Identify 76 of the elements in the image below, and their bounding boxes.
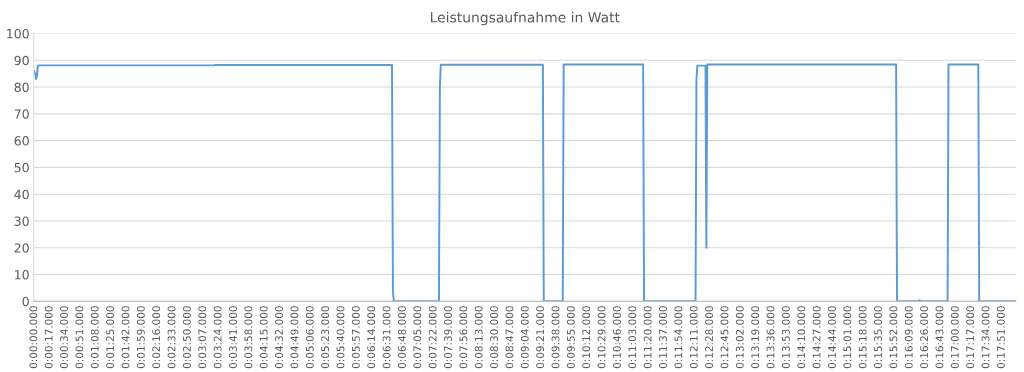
x-tick-label: 0:02:33.000 (167, 306, 176, 369)
y-tick-label: 70 (14, 109, 29, 119)
x-tick-label: 0:02:16.000 (152, 306, 161, 369)
x-tick-label: 0:14:10.000 (797, 306, 806, 369)
x-tick-label: 0:16:26.000 (920, 306, 929, 369)
x-tick-label: 0:02:50.000 (182, 306, 191, 369)
x-tick-label: 0:15:35.000 (874, 306, 882, 369)
x-tick-label: 0:09:04.000 (520, 306, 529, 369)
x-tick-label: 0:06:31.000 (382, 306, 391, 369)
y-tick-label: 60 (14, 136, 29, 146)
x-tick-label: 0:05:40.000 (336, 306, 345, 369)
x-tick-label: 0:13:36.000 (766, 306, 775, 369)
x-tick-label: 0:07:56.000 (459, 306, 468, 369)
x-tick-label: 0:00:51.000 (75, 306, 84, 369)
x-tick-label: 0:09:21.000 (536, 306, 545, 369)
x-tick-label: 0:01:08.000 (90, 306, 99, 369)
x-tick-label: 0:14:44.000 (828, 306, 836, 369)
y-tick-label: 30 (14, 216, 29, 226)
y-tick-label: 100 (7, 28, 29, 39)
x-tick-label: 0:10:46.000 (613, 306, 621, 369)
x-tick-label: 0:17:00.000 (950, 306, 959, 369)
x-tick-label: 0:05:06.000 (305, 306, 314, 369)
x-tick-label: 0:16:09.000 (904, 306, 913, 369)
x-tick-label: 0:05:57.000 (351, 306, 360, 369)
x-tick-label: 0:15:01.000 (843, 306, 852, 369)
x-tick-label: 0:11:54.000 (674, 306, 683, 369)
x-tick-label: 0:07:05.000 (413, 306, 422, 369)
x-tick-label: 0:15:18.000 (858, 306, 867, 369)
y-tick-label: 0 (22, 296, 29, 307)
y-tick-label: 10 (15, 270, 29, 280)
x-tick-label: 0:15:52.000 (889, 306, 898, 369)
y-tick-label: 20 (14, 243, 29, 253)
x-tick-label: 0:17:34.000 (981, 306, 990, 369)
x-tick-label: 0:13:53.000 (781, 306, 790, 369)
x-tick-label: 0:13:02.000 (735, 306, 744, 369)
x-tick-label: 0:08:13.000 (474, 306, 483, 369)
x-tick-label: 0:03:07.000 (198, 306, 207, 369)
x-tick-label: 0:08:47.000 (505, 306, 514, 369)
x-tick-label: 0:04:49.000 (290, 306, 299, 369)
x-tick-label: 0:16:43.000 (935, 306, 944, 369)
x-tick-label: 0:07:39.000 (444, 306, 452, 369)
x-tick-label: 0:10:12.000 (582, 306, 591, 369)
x-tick-label: 0:06:48.000 (397, 306, 406, 369)
x-tick-label: 0:11:37.000 (659, 306, 667, 369)
x-tick-label: 0:05:23.000 (321, 306, 330, 369)
x-tick-label: 0:11:03.000 (628, 306, 637, 369)
chart-title: Leistungsaufnahme in Watt (430, 11, 620, 26)
x-tick-label: 0:11:20.000 (643, 306, 652, 369)
y-tick-label: 50 (14, 162, 29, 173)
x-tick-label: 0:00:00.000 (29, 306, 38, 369)
x-tick-label: 0:06:14.000 (367, 306, 376, 369)
x-tick-label: 0:03:24.000 (213, 306, 222, 369)
x-tick-label: 0:07:22.000 (428, 306, 437, 369)
x-tick-label: 0:10:29.000 (597, 306, 606, 369)
x-tick-label: 0:01:42.000 (121, 306, 130, 369)
x-tick-label: 0:03:58.000 (244, 306, 253, 369)
x-tick-label: 0:12:11.000 (689, 306, 698, 369)
x-tick-label: 0:12:28.000 (705, 306, 714, 369)
x-tick-label: 0:00:34.000 (60, 306, 68, 369)
x-tick-label: 0:08:30.000 (490, 306, 499, 369)
y-tick-label: 80 (14, 82, 29, 92)
x-tick-label: 0:00:17.000 (44, 306, 53, 369)
x-tick-label: 0:14:27.000 (812, 306, 821, 369)
x-tick-label: 0:09:38.000 (551, 306, 560, 369)
x-tick-label: 0:01:25.000 (106, 306, 115, 369)
x-tick-label: 0:13:19.000 (751, 306, 760, 369)
y-tick-label: 90 (14, 55, 29, 66)
x-tick-label: 0:09:55.000 (566, 306, 575, 369)
x-tick-label: 0:04:15.000 (259, 306, 268, 369)
x-tick-label: 0:17:51.000 (996, 306, 1005, 369)
x-tick-label: 0:01:59.000 (136, 306, 145, 369)
x-tick-label: 0:04:32.000 (275, 306, 283, 369)
x-tick-label: 0:12:45.000 (720, 306, 729, 369)
y-tick-label: 40 (14, 189, 29, 200)
x-tick-label: 0:03:41.000 (229, 306, 237, 369)
x-tick-label: 0:17:17.000 (966, 306, 975, 369)
